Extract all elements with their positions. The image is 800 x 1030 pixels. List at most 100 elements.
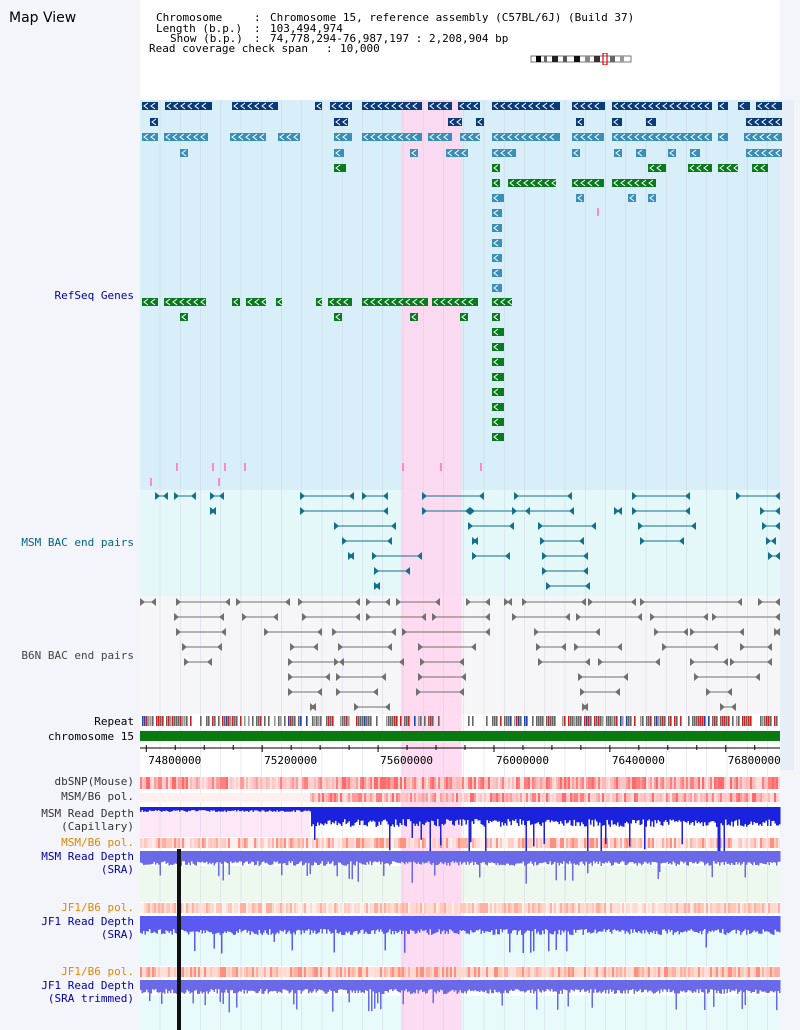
- refseq-gene[interactable]: [492, 418, 504, 426]
- refseq-gene[interactable]: [744, 133, 782, 141]
- refseq-small-feature[interactable]: [224, 463, 226, 471]
- refseq-small-feature[interactable]: [244, 463, 246, 471]
- refseq-gene[interactable]: [276, 298, 282, 306]
- refseq-gene[interactable]: [492, 343, 504, 351]
- refseq-gene[interactable]: [428, 133, 452, 141]
- refseq-gene[interactable]: [492, 179, 500, 187]
- refseq-small-feature[interactable]: [440, 463, 442, 471]
- refseq-small-feature[interactable]: [218, 478, 220, 486]
- refseq-gene[interactable]: [612, 133, 712, 141]
- refseq-gene[interactable]: [278, 133, 300, 141]
- refseq-gene[interactable]: [328, 298, 352, 306]
- refseq-gene[interactable]: [738, 102, 750, 110]
- refseq-gene[interactable]: [492, 194, 504, 202]
- track-label-jf1-depth-trimmed[interactable]: JF1 Read Depth: [41, 979, 134, 992]
- refseq-gene[interactable]: [142, 133, 158, 141]
- refseq-gene[interactable]: [576, 194, 584, 202]
- refseq-gene[interactable]: [648, 194, 656, 202]
- refseq-gene[interactable]: [446, 149, 468, 157]
- refseq-gene[interactable]: [334, 149, 344, 157]
- track-label-msm-b6-pol[interactable]: MSM/B6 pol.: [61, 790, 134, 803]
- refseq-gene[interactable]: [142, 102, 158, 110]
- refseq-gene[interactable]: [492, 239, 502, 247]
- track-label-msm-bac[interactable]: MSM BAC end pairs: [21, 536, 134, 549]
- refseq-gene[interactable]: [756, 102, 782, 110]
- refseq-gene[interactable]: [614, 149, 622, 157]
- refseq-gene[interactable]: [492, 209, 502, 217]
- refseq-gene[interactable]: [460, 133, 480, 141]
- refseq-gene[interactable]: [492, 328, 504, 336]
- track-label-b6n-bac[interactable]: B6N BAC end pairs: [21, 649, 134, 662]
- refseq-gene[interactable]: [150, 118, 158, 126]
- refseq-gene[interactable]: [142, 298, 158, 306]
- refseq-gene[interactable]: [316, 298, 322, 306]
- refseq-gene[interactable]: [646, 118, 656, 126]
- refseq-gene[interactable]: [492, 388, 504, 396]
- refseq-gene[interactable]: [718, 102, 728, 110]
- refseq-gene[interactable]: [492, 164, 500, 172]
- refseq-small-feature[interactable]: [402, 463, 404, 471]
- refseq-small-feature[interactable]: [480, 463, 482, 471]
- refseq-gene[interactable]: [460, 313, 468, 321]
- track-label-jf1-b6-pol[interactable]: JF1/B6 pol.: [61, 901, 134, 914]
- refseq-gene[interactable]: [164, 298, 206, 306]
- refseq-small-feature[interactable]: [176, 463, 178, 471]
- refseq-gene[interactable]: [718, 133, 728, 141]
- refseq-gene[interactable]: [492, 403, 504, 411]
- track-label-chromosome[interactable]: chromosome 15: [47, 730, 134, 743]
- refseq-gene[interactable]: [458, 102, 480, 110]
- refseq-gene[interactable]: [410, 313, 418, 321]
- refseq-gene[interactable]: [690, 149, 700, 157]
- refseq-gene[interactable]: [668, 149, 676, 157]
- refseq-gene[interactable]: [448, 118, 462, 126]
- refseq-gene[interactable]: [492, 269, 502, 277]
- refseq-gene[interactable]: [410, 149, 418, 157]
- refseq-gene[interactable]: [612, 179, 656, 187]
- refseq-gene[interactable]: [428, 102, 452, 110]
- refseq-gene[interactable]: [492, 284, 502, 292]
- refseq-small-feature[interactable]: [212, 463, 214, 471]
- refseq-gene[interactable]: [628, 194, 636, 202]
- refseq-gene[interactable]: [334, 313, 342, 321]
- refseq-gene[interactable]: [636, 149, 646, 157]
- track-label-jf1-depth-sra[interactable]: JF1 Read Depth: [41, 915, 134, 928]
- refseq-gene[interactable]: [334, 118, 348, 126]
- refseq-gene[interactable]: [180, 313, 188, 321]
- track-label-repeat[interactable]: Repeat: [94, 715, 134, 728]
- refseq-gene[interactable]: [246, 298, 266, 306]
- refseq-gene[interactable]: [232, 298, 240, 306]
- refseq-gene[interactable]: [476, 118, 484, 126]
- track-label-dbsnp[interactable]: dbSNP(Mouse): [54, 775, 134, 788]
- coverage-gap-marker[interactable]: [177, 849, 181, 1030]
- refseq-gene[interactable]: [230, 133, 266, 141]
- refseq-gene[interactable]: [315, 102, 322, 110]
- refseq-gene[interactable]: [572, 149, 580, 157]
- refseq-gene[interactable]: [334, 164, 346, 172]
- refseq-gene[interactable]: [746, 118, 782, 126]
- refseq-gene[interactable]: [492, 254, 502, 262]
- chromosome-ideogram[interactable]: [530, 53, 634, 65]
- refseq-gene[interactable]: [492, 373, 504, 381]
- refseq-gene[interactable]: [492, 298, 512, 306]
- refseq-gene[interactable]: [180, 149, 188, 157]
- track-label-refseq-genes[interactable]: RefSeq Genes: [54, 289, 134, 302]
- track-label-jf1-b6-pol-2[interactable]: JF1/B6 pol.: [61, 965, 134, 978]
- refseq-gene[interactable]: [508, 179, 556, 187]
- refseq-gene[interactable]: [492, 133, 560, 141]
- refseq-gene[interactable]: [362, 298, 428, 306]
- track-label-msm-b6-pol-2[interactable]: MSM/B6 pol.: [61, 836, 134, 849]
- refseq-gene[interactable]: [752, 164, 768, 172]
- refseq-small-feature[interactable]: [150, 478, 152, 486]
- track-label-msm-depth-sra[interactable]: MSM Read Depth: [41, 850, 134, 863]
- refseq-gene[interactable]: [492, 358, 504, 366]
- refseq-gene[interactable]: [718, 164, 738, 172]
- refseq-gene[interactable]: [746, 149, 782, 157]
- refseq-gene[interactable]: [492, 433, 504, 441]
- refseq-gene[interactable]: [330, 102, 352, 110]
- refseq-gene[interactable]: [492, 313, 500, 321]
- refseq-gene[interactable]: [612, 102, 712, 110]
- refseq-gene[interactable]: [688, 164, 712, 172]
- refseq-gene[interactable]: [612, 118, 622, 126]
- track-label-msm-depth-capillary[interactable]: MSM Read Depth: [41, 807, 134, 820]
